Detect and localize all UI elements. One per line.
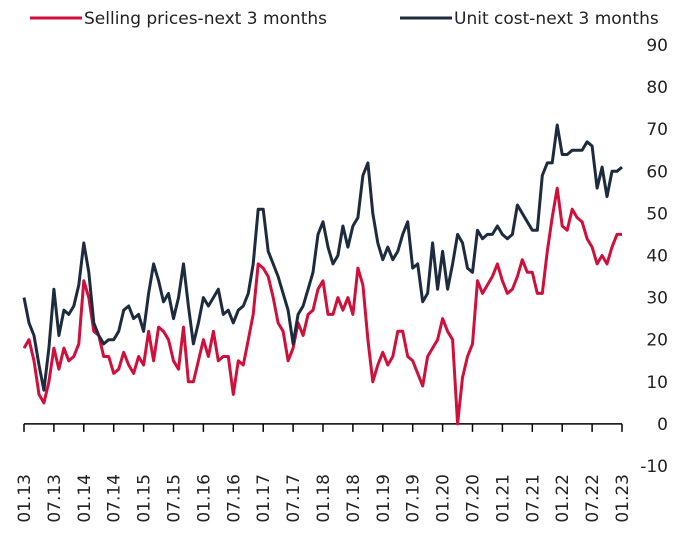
y-tick-label: 10 xyxy=(646,373,668,393)
x-tick-label: 01.23 xyxy=(613,474,633,523)
y-tick-label: 50 xyxy=(646,204,668,224)
y-tick-label: 0 xyxy=(657,415,668,435)
x-tick-label: 07.20 xyxy=(464,474,484,523)
y-tick-label: -10 xyxy=(640,457,668,477)
x-tick-label: 07.16 xyxy=(224,474,244,523)
x-tick-label: 07.21 xyxy=(523,474,543,523)
series-line xyxy=(22,186,622,426)
y-tick-label: 40 xyxy=(646,247,668,267)
x-tick-label: 01.20 xyxy=(434,474,454,523)
x-tick-label: 01.13 xyxy=(15,474,35,523)
x-tick-label: 01.19 xyxy=(374,474,394,523)
x-tick-label: 07.22 xyxy=(583,474,603,523)
legend-label: Selling prices-next 3 months xyxy=(84,9,327,29)
x-tick-label: 07.19 xyxy=(404,474,424,523)
x-tick-label: 07.18 xyxy=(344,474,364,523)
x-tick-label: 07.14 xyxy=(105,474,125,523)
x-tick-label: 07.17 xyxy=(284,474,304,523)
x-tick-label: 01.21 xyxy=(493,474,513,523)
y-tick-label: 90 xyxy=(646,36,668,56)
y-tick-label: 20 xyxy=(646,331,668,351)
x-tick-label: 07.15 xyxy=(165,474,185,523)
y-tick-label: 30 xyxy=(646,289,668,309)
y-tick-label: 60 xyxy=(646,162,668,182)
legend-label: Unit cost-next 3 months xyxy=(454,9,659,29)
x-tick-label: 01.15 xyxy=(135,474,155,523)
y-tick-label: 70 xyxy=(646,120,668,140)
series-line xyxy=(22,123,623,392)
x-tick-label: 01.18 xyxy=(314,474,334,523)
x-tick-label: 07.13 xyxy=(45,474,65,523)
x-tick-label: 01.22 xyxy=(553,474,573,523)
y-tick-label: 80 xyxy=(646,78,668,98)
x-tick-label: 01.16 xyxy=(194,474,214,523)
x-tick-label: 01.14 xyxy=(75,474,95,523)
x-tick-label: 01.17 xyxy=(254,474,274,523)
